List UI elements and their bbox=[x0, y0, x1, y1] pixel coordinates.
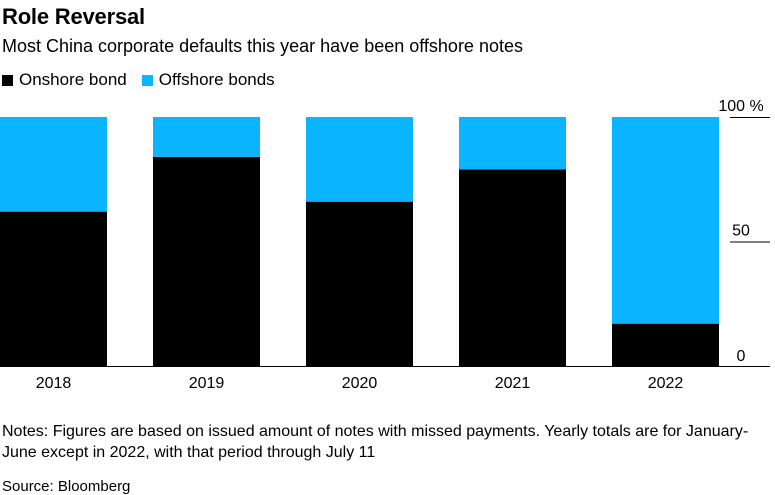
y-tick-label-50: 50 bbox=[732, 223, 750, 240]
legend-swatch-offshore bbox=[141, 74, 153, 86]
y-tick-label-100: 100 % bbox=[718, 98, 763, 115]
legend-item-onshore: Onshore bond bbox=[2, 70, 127, 90]
bar-onshore-2018 bbox=[0, 211, 107, 366]
bar-offshore-2022 bbox=[612, 117, 719, 324]
y-tick-label-0: 0 bbox=[737, 348, 746, 365]
x-tick-label-2021: 2021 bbox=[495, 375, 531, 392]
stacked-bar-chart: 2018 2019 2020 2021 2022 100 % 50 0 bbox=[0, 98, 770, 392]
bar-offshore-2021 bbox=[459, 117, 566, 170]
x-tick-label-2019: 2019 bbox=[189, 375, 225, 392]
chart-source: Source: Bloomberg bbox=[2, 478, 131, 495]
x-tick-label-2020: 2020 bbox=[342, 375, 378, 392]
chart-title: Role Reversal bbox=[2, 4, 145, 29]
bar-onshore-2022 bbox=[612, 323, 719, 366]
bar-offshore-2019 bbox=[153, 117, 260, 157]
legend: Onshore bond Offshore bonds bbox=[2, 70, 290, 90]
bar-onshore-2021 bbox=[459, 169, 566, 366]
bar-offshore-2020 bbox=[306, 117, 413, 202]
chart-subtitle: Most China corporate defaults this year … bbox=[2, 36, 523, 56]
legend-label-offshore: Offshore bonds bbox=[158, 70, 275, 89]
legend-label-onshore: Onshore bond bbox=[19, 70, 127, 89]
legend-swatch-onshore bbox=[2, 74, 13, 86]
bar-onshore-2020 bbox=[306, 201, 413, 366]
bar-offshore-2018 bbox=[0, 117, 107, 212]
x-tick-label-2022: 2022 bbox=[648, 375, 684, 392]
bar-onshore-2019 bbox=[153, 156, 260, 366]
legend-item-offshore: Offshore bonds bbox=[141, 70, 275, 90]
x-tick-label-2018: 2018 bbox=[36, 375, 72, 392]
chart-notes: Notes: Figures are based on issued amoun… bbox=[2, 423, 749, 461]
